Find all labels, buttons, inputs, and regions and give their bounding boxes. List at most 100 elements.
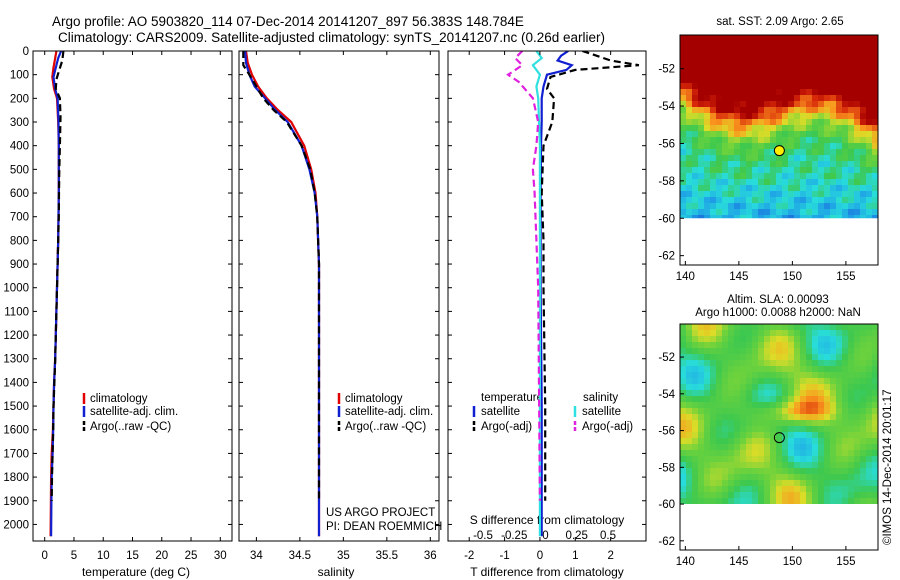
sla-map-cell bbox=[776, 420, 782, 426]
sla-map-cell bbox=[806, 354, 812, 360]
sst-map-cell bbox=[692, 71, 698, 77]
sla-map-cell bbox=[686, 330, 692, 336]
sst-map-cell bbox=[752, 209, 758, 215]
sst-map-cell bbox=[788, 41, 794, 47]
sst-map-cell bbox=[776, 83, 782, 89]
sla-map-cell bbox=[752, 402, 758, 408]
sla-map-cell bbox=[770, 468, 776, 474]
sla-map-cell bbox=[728, 432, 734, 438]
sla-map-cell bbox=[680, 396, 686, 402]
sst-map-cell bbox=[746, 89, 752, 95]
sst-map-cell bbox=[764, 143, 770, 149]
sst-map-cell bbox=[776, 137, 782, 143]
sst-map-cell bbox=[806, 125, 812, 131]
sst-map-cell bbox=[716, 65, 722, 71]
sst-map-cell bbox=[698, 137, 704, 143]
sla-map-cell bbox=[692, 330, 698, 336]
sst-map-cell bbox=[728, 125, 734, 131]
sla-map-cell bbox=[704, 360, 710, 366]
sla-map-cell bbox=[818, 462, 824, 468]
difference-xtick-label: 0 bbox=[537, 550, 543, 562]
sla-map-cell bbox=[698, 498, 704, 504]
sla-map-cell bbox=[818, 384, 824, 390]
sst-map-cell bbox=[728, 95, 734, 101]
sst-map-cell bbox=[800, 53, 806, 59]
sla-map-cell bbox=[728, 324, 734, 330]
sst-map-cell bbox=[692, 89, 698, 95]
temperature-xtick-label: 15 bbox=[126, 550, 139, 562]
sst-map-cell bbox=[740, 47, 746, 53]
sla-map-cell bbox=[686, 450, 692, 456]
sst-map-cell bbox=[776, 47, 782, 53]
sla-map-cell bbox=[830, 468, 836, 474]
sla-map-cell bbox=[848, 366, 854, 372]
sla-map-cell bbox=[860, 396, 866, 402]
salinity-xlabel: salinity bbox=[318, 565, 355, 579]
sla-map-cell bbox=[860, 426, 866, 432]
sla-map-cell bbox=[758, 420, 764, 426]
sst-map-cell bbox=[824, 185, 830, 191]
sla-map-cell bbox=[848, 420, 854, 426]
sst-map-cell bbox=[806, 77, 812, 83]
sla-map-cell bbox=[680, 492, 686, 498]
sst-map-cell bbox=[794, 131, 800, 137]
sst-map-cell bbox=[704, 161, 710, 167]
sla-map-cell bbox=[764, 342, 770, 348]
sst-map-cell bbox=[770, 191, 776, 197]
sla-map-cell bbox=[794, 468, 800, 474]
difference-legend-title-salinity: salinity bbox=[583, 392, 618, 404]
sla-map-cell bbox=[806, 408, 812, 414]
sla-map-cell bbox=[782, 396, 788, 402]
sst-map-cell bbox=[848, 47, 854, 53]
sla-map-cell bbox=[704, 432, 710, 438]
sla-map-cell bbox=[830, 348, 836, 354]
sst-map-cell bbox=[776, 95, 782, 101]
sla-map-cell bbox=[818, 408, 824, 414]
sla-map-cell bbox=[842, 396, 848, 402]
sla-map-cell bbox=[698, 450, 704, 456]
sst-map-cell bbox=[860, 65, 866, 71]
sst-map-cell bbox=[710, 119, 716, 125]
sst-map-cell bbox=[716, 41, 722, 47]
sst-map-cell bbox=[788, 173, 794, 179]
sst-map-cell bbox=[872, 71, 878, 77]
sst-map-cell bbox=[806, 155, 812, 161]
sla-map-cell bbox=[848, 396, 854, 402]
sla-map-cell bbox=[788, 486, 794, 492]
sla-map-cell bbox=[830, 474, 836, 480]
sla-map-cell bbox=[758, 372, 764, 378]
sla-map-cell bbox=[800, 366, 806, 372]
sla-map-cell bbox=[758, 498, 764, 504]
sla-map-cell bbox=[740, 348, 746, 354]
sla-map-cell bbox=[788, 462, 794, 468]
sla-map-cell bbox=[848, 384, 854, 390]
sst-map-cell bbox=[746, 101, 752, 107]
sst-map-cell bbox=[680, 125, 686, 131]
sst-map-cell bbox=[782, 215, 788, 219]
sla-map-cell bbox=[770, 432, 776, 438]
salinity-diff-tick-label: 0.25 bbox=[566, 530, 588, 542]
sst-map-cell bbox=[800, 41, 806, 47]
sla-map-cell bbox=[794, 414, 800, 420]
sla-map-cell bbox=[866, 462, 872, 468]
sst-map-cell bbox=[680, 209, 686, 215]
sst-map-cell bbox=[854, 143, 860, 149]
sst-map-cell bbox=[704, 89, 710, 95]
sst-map-cell bbox=[764, 149, 770, 155]
sla-map-cell bbox=[842, 444, 848, 450]
sst-map-cell bbox=[836, 83, 842, 89]
sst-map-cell bbox=[830, 77, 836, 83]
sst-map-cell bbox=[848, 173, 854, 179]
sla-map-cell bbox=[746, 360, 752, 366]
sla-map-cell bbox=[806, 420, 812, 426]
sst-map-cell bbox=[764, 77, 770, 83]
sst-map-cell bbox=[680, 83, 686, 89]
sst-map-cell bbox=[800, 131, 806, 137]
sla-map-cell bbox=[866, 444, 872, 450]
sla-map-cell bbox=[752, 366, 758, 372]
sst-map-cell bbox=[764, 167, 770, 173]
sst-map-cell bbox=[794, 83, 800, 89]
sst-map-cell bbox=[698, 173, 704, 179]
sla-map-cell bbox=[782, 492, 788, 498]
sla-map-cell bbox=[794, 390, 800, 396]
